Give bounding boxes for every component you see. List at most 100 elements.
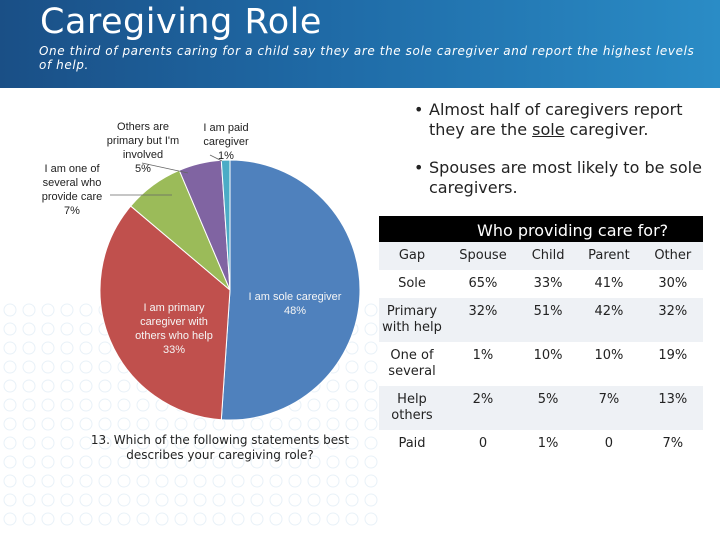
slice-label-several-line1: I am one of bbox=[44, 163, 100, 175]
pattern-circle bbox=[364, 493, 378, 507]
table-cell: 30% bbox=[658, 276, 688, 291]
pattern-circle bbox=[193, 512, 207, 526]
pattern-circle bbox=[269, 455, 283, 469]
row-label: One of several bbox=[388, 348, 436, 379]
pattern-circle bbox=[288, 493, 302, 507]
finding-1-post: caregiver. bbox=[564, 120, 649, 139]
pattern-circle bbox=[98, 360, 112, 374]
pattern-circle bbox=[307, 436, 321, 450]
table-cell: 7% bbox=[575, 386, 643, 430]
pattern-circle bbox=[60, 341, 74, 355]
pattern-circle bbox=[3, 436, 17, 450]
pattern-circle bbox=[136, 455, 150, 469]
pattern-circle bbox=[307, 474, 321, 488]
pattern-circle bbox=[288, 436, 302, 450]
pattern-circle bbox=[174, 493, 188, 507]
slice-label-primary: I am primary caregiver with others who h… bbox=[122, 301, 226, 357]
pattern-circle bbox=[98, 341, 112, 355]
pattern-circle bbox=[60, 417, 74, 431]
pattern-circle bbox=[41, 474, 55, 488]
pattern-circle bbox=[155, 493, 169, 507]
key-findings: • Almost half of caregivers report they … bbox=[414, 100, 714, 216]
pattern-circle bbox=[136, 436, 150, 450]
pattern-circle bbox=[22, 474, 36, 488]
pattern-circle bbox=[79, 303, 93, 317]
pattern-circle bbox=[212, 455, 226, 469]
pattern-circle bbox=[22, 512, 36, 526]
pattern-circle bbox=[155, 455, 169, 469]
pattern-circle bbox=[326, 455, 340, 469]
table-row: Sole 65% 33% 41% 30% bbox=[379, 270, 703, 298]
pattern-circle bbox=[364, 379, 378, 393]
bullet-marker: • bbox=[414, 100, 424, 119]
pattern-circle bbox=[250, 436, 264, 450]
pattern-circle bbox=[117, 474, 131, 488]
pattern-circle bbox=[41, 322, 55, 336]
pattern-circle bbox=[3, 493, 17, 507]
pattern-circle bbox=[364, 474, 378, 488]
pattern-circle bbox=[79, 398, 93, 412]
pattern-circle bbox=[60, 436, 74, 450]
table-cell: 32% bbox=[445, 298, 521, 342]
pattern-circle bbox=[326, 474, 340, 488]
pattern-circle bbox=[60, 455, 74, 469]
slice-label-sole-text: I am sole caregiver bbox=[248, 291, 342, 303]
page-subtitle: One third of parents caring for a child … bbox=[39, 44, 695, 72]
pattern-circle bbox=[212, 512, 226, 526]
leader-line-others bbox=[141, 162, 189, 174]
slice-label-others-pct: 5% bbox=[135, 163, 151, 175]
pattern-circle bbox=[3, 341, 17, 355]
pattern-circle bbox=[250, 417, 264, 431]
pattern-circle bbox=[79, 474, 93, 488]
table-cell: 19% bbox=[658, 348, 688, 363]
pattern-circle bbox=[288, 455, 302, 469]
pattern-circle bbox=[231, 512, 245, 526]
pattern-circle bbox=[41, 379, 55, 393]
pattern-circle bbox=[345, 512, 359, 526]
pattern-circle bbox=[41, 341, 55, 355]
slice-label-several-pct: 7% bbox=[64, 205, 80, 217]
pattern-circle bbox=[250, 493, 264, 507]
pattern-circle bbox=[98, 474, 112, 488]
pattern-circle bbox=[288, 512, 302, 526]
slice-label-others-line1: Others are bbox=[117, 121, 169, 133]
pattern-circle bbox=[364, 360, 378, 374]
pattern-circle bbox=[364, 512, 378, 526]
slice-label-paid-pct: 1% bbox=[218, 150, 234, 162]
pattern-circle bbox=[231, 493, 245, 507]
table-cell: 41% bbox=[594, 276, 624, 291]
pattern-circle bbox=[79, 493, 93, 507]
pattern-circle bbox=[174, 417, 188, 431]
finding-1-pre: Almost half of caregivers report they ar… bbox=[429, 100, 683, 139]
pattern-circle bbox=[326, 379, 340, 393]
pattern-circle bbox=[269, 474, 283, 488]
pattern-circle bbox=[98, 436, 112, 450]
pattern-circle bbox=[22, 436, 36, 450]
pattern-circle bbox=[136, 398, 150, 412]
table-row: Help others 2% 5% 7% 13% bbox=[379, 386, 703, 430]
table-cell: 1% bbox=[472, 348, 494, 363]
pattern-circle bbox=[307, 398, 321, 412]
pattern-circle bbox=[174, 474, 188, 488]
pattern-circle bbox=[212, 436, 226, 450]
table-cell: 2% bbox=[445, 386, 521, 430]
table-title: Who providing care for? bbox=[379, 216, 703, 242]
pattern-circle bbox=[41, 455, 55, 469]
survey-question: 13. Which of the following statements be… bbox=[90, 433, 350, 462]
header-gap: Gap bbox=[379, 242, 445, 270]
pattern-circle bbox=[79, 341, 93, 355]
header-child: Child bbox=[520, 242, 576, 270]
pattern-circle bbox=[136, 417, 150, 431]
pattern-circle bbox=[193, 493, 207, 507]
slice-label-several: I am one of several who provide care 7% bbox=[34, 162, 110, 218]
pattern-circle bbox=[41, 436, 55, 450]
row-label: Primary with help bbox=[379, 298, 445, 342]
pie-slice-primary bbox=[99, 205, 231, 421]
care-recipient-table: Who providing care for? Gap Spouse Child… bbox=[379, 216, 703, 458]
pattern-circle bbox=[212, 493, 226, 507]
finding-2: • Spouses are most likely to be sole car… bbox=[414, 158, 714, 198]
pattern-circle bbox=[3, 474, 17, 488]
pattern-circle bbox=[307, 493, 321, 507]
row-label: Sole bbox=[398, 276, 426, 291]
slice-label-others-line3: involved bbox=[122, 149, 164, 161]
